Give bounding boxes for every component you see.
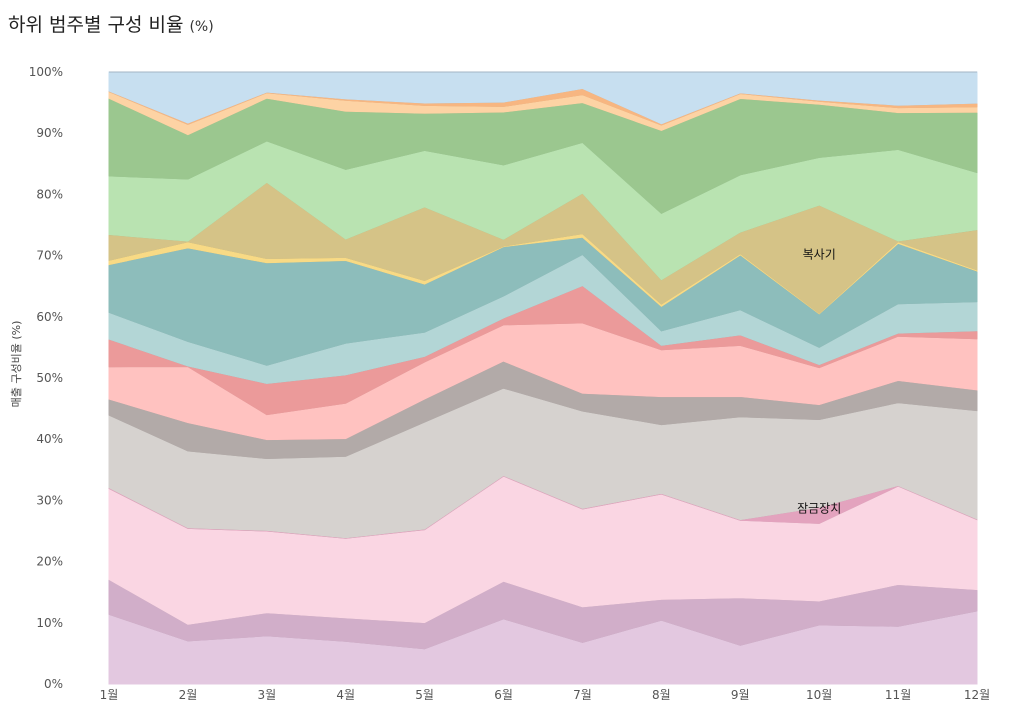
y-axis-label: 매출 구성비율 (%)	[10, 321, 23, 408]
y-tick-label: 0%	[44, 677, 63, 691]
x-tick-label: 4월	[336, 688, 355, 702]
x-tick-label: 6월	[494, 688, 513, 702]
x-tick-label: 1월	[100, 688, 119, 702]
y-tick-label: 10%	[36, 616, 63, 630]
x-tick-label: 9월	[731, 688, 750, 702]
area-layers	[108, 71, 978, 685]
x-tick-label: 7월	[573, 688, 592, 702]
area-series-17	[108, 71, 978, 125]
x-tick-label: 10월	[806, 688, 832, 702]
x-tick-label: 5월	[415, 688, 434, 702]
y-tick-label: 100%	[29, 65, 63, 79]
x-tick-label: 3월	[257, 688, 276, 702]
y-tick-label: 20%	[36, 555, 63, 569]
x-tick-label: 2월	[179, 688, 198, 702]
x-tick-label: 11월	[885, 688, 911, 702]
y-tick-label: 40%	[36, 432, 63, 446]
annotation-label: 복사기	[803, 248, 836, 262]
axis-ticks: 0% 10% 20% 30% 40% 50% 60% 70% 80% 90% 100% 1월 2월 3월 4…	[29, 65, 990, 702]
y-tick-label: 50%	[36, 371, 63, 385]
x-tick-label: 12월	[964, 688, 990, 702]
annotation-label: 잠금장치	[797, 502, 841, 516]
y-tick-label: 30%	[36, 493, 63, 507]
chart-title: 하위 범주별 구성 비율 (%)	[8, 10, 214, 37]
y-tick-label: 60%	[36, 310, 63, 324]
y-tick-label: 70%	[36, 249, 63, 263]
chart-title-text: 하위 범주별 구성 비율	[8, 14, 184, 36]
y-tick-label: 80%	[36, 187, 63, 201]
chart-title-unit: (%)	[189, 19, 214, 35]
x-tick-label: 8월	[652, 688, 671, 702]
y-tick-label: 90%	[36, 126, 63, 140]
